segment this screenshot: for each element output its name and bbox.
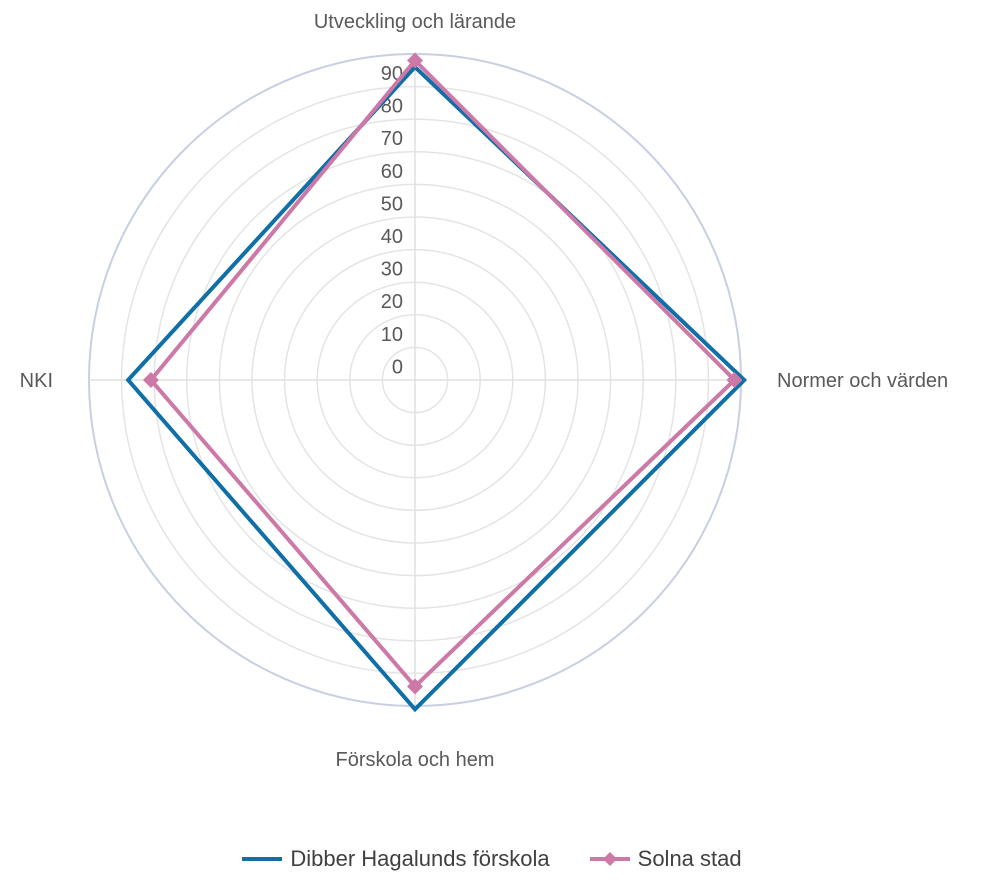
- legend-item-solna: Solna stad: [589, 846, 742, 872]
- series-marker: [142, 372, 159, 388]
- tick-label: 10: [381, 324, 403, 346]
- tick-label: 30: [381, 259, 403, 281]
- tick-label: 0: [392, 356, 403, 378]
- series-line-1: [148, 57, 738, 690]
- tick-label: 50: [381, 193, 403, 215]
- series-marker: [726, 372, 743, 388]
- series-marker: [407, 678, 423, 695]
- legend-label-dibber: Dibber Hagalunds förskola: [290, 846, 550, 871]
- axis-label: Normer och värden: [777, 370, 948, 392]
- axis-label: NKI: [20, 370, 53, 392]
- series-marker: [407, 52, 423, 69]
- legend-item-dibber: Dibber Hagalunds förskola: [242, 846, 550, 872]
- tick-label: 70: [381, 128, 403, 150]
- axis-label: Utveckling och lärande: [314, 11, 516, 33]
- legend-line-icon: [242, 857, 283, 861]
- axis-label: Förskola och hem: [336, 749, 495, 771]
- legend-diamond-icon: [589, 852, 630, 866]
- tick-label: 60: [381, 161, 403, 183]
- tick-label: 40: [381, 226, 403, 248]
- legend: Dibber Hagalunds förskola Solna stad: [0, 846, 984, 872]
- tick-label: 20: [381, 291, 403, 313]
- series-line-0: [125, 64, 748, 713]
- legend-label-solna: Solna stad: [637, 846, 742, 871]
